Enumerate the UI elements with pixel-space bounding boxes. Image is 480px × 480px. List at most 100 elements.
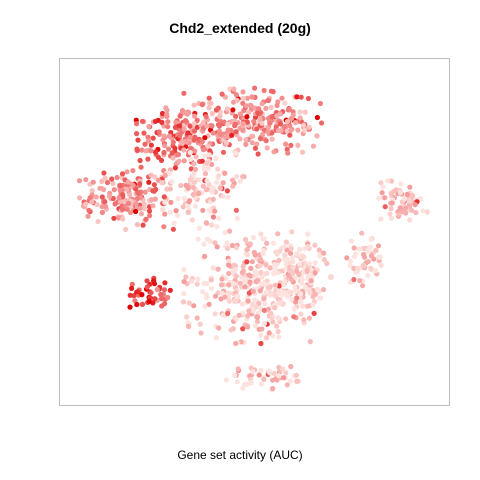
scatter-point <box>295 127 301 133</box>
scatter-point <box>219 91 225 97</box>
scatter-point <box>261 320 268 326</box>
scatter-point <box>373 247 379 253</box>
scatter-point <box>208 285 215 291</box>
scatter-point <box>142 141 148 147</box>
scatter-point <box>133 208 139 215</box>
scatter-point <box>161 224 167 230</box>
scatter-point <box>246 290 252 296</box>
scatter-point <box>389 191 395 197</box>
scatter-point <box>144 278 150 284</box>
scatter-point <box>282 243 288 249</box>
scatter-point <box>389 200 395 206</box>
scatter-point <box>200 207 206 213</box>
scatter-point <box>83 177 89 183</box>
scatter-point <box>293 299 299 305</box>
scatter-point <box>215 266 221 272</box>
scatter-point <box>112 201 118 207</box>
scatter-point <box>281 124 288 130</box>
scatter-point <box>310 302 316 308</box>
scatter-point <box>300 149 306 155</box>
plot-frame <box>59 58 450 406</box>
scatter-point <box>181 147 187 153</box>
scatter-point <box>124 169 130 175</box>
scatter-point <box>286 106 292 112</box>
scatter-point <box>220 180 226 186</box>
scatter-point <box>264 240 270 246</box>
scatter-point <box>206 152 212 158</box>
scatter-point <box>261 296 267 302</box>
scatter-point <box>165 119 171 125</box>
scatter-point <box>275 314 281 321</box>
scatter-point <box>275 231 281 237</box>
scatter-point <box>207 238 213 244</box>
scatter-point <box>258 231 264 237</box>
scatter-point <box>172 165 178 171</box>
scatter-point <box>256 300 262 306</box>
scatter-point <box>127 292 133 298</box>
scatter-point <box>230 107 236 113</box>
scatter-point <box>178 182 184 189</box>
scatter-point <box>307 288 313 294</box>
scatter-point <box>214 224 220 230</box>
scatter-point <box>222 294 228 300</box>
scatter-point <box>187 134 193 140</box>
scatter-point <box>312 270 318 276</box>
scatter-point <box>244 259 250 265</box>
scatter-point <box>204 220 210 226</box>
scatter-point <box>109 176 115 182</box>
scatter-point <box>111 215 117 221</box>
scatter-point <box>233 207 239 213</box>
scatter-point <box>199 158 205 164</box>
scatter-point <box>140 222 146 228</box>
scatter-point <box>99 178 105 184</box>
scatter-point <box>224 240 230 246</box>
scatter-point <box>239 270 245 276</box>
scatter-point <box>167 170 173 176</box>
scatter-point <box>162 143 168 149</box>
scatter-point <box>254 315 260 321</box>
scatter-point <box>133 186 139 192</box>
scatter-point <box>288 246 294 252</box>
scatter-point <box>194 124 200 130</box>
scatter-point <box>265 285 271 291</box>
scatter-point <box>161 133 167 139</box>
scatter-point <box>188 156 194 162</box>
scatter-point <box>90 179 96 185</box>
scatter-point <box>351 265 357 271</box>
scatter-point <box>276 283 282 289</box>
scatter-point <box>250 133 256 139</box>
scatter-point <box>263 138 269 144</box>
scatter-point <box>228 327 234 333</box>
scatter-point <box>134 146 140 152</box>
scatter-point <box>123 226 129 232</box>
scatter-point <box>420 208 426 214</box>
scatter-point <box>231 86 237 92</box>
scatter-point <box>245 324 251 330</box>
scatter-point <box>402 196 408 202</box>
scatter-point <box>139 118 146 124</box>
scatter-point <box>283 316 289 322</box>
scatter-point <box>125 179 131 185</box>
scatter-point <box>254 319 260 325</box>
scatter-point <box>138 164 144 170</box>
scatter-point <box>133 201 139 207</box>
scatter-point <box>166 133 172 139</box>
scatter-point <box>234 316 240 322</box>
scatter-point <box>169 150 175 156</box>
scatter-point <box>253 269 259 275</box>
scatter-point <box>175 152 181 158</box>
scatter-point <box>288 127 294 133</box>
scatter-point <box>294 94 300 100</box>
scatter-point <box>257 136 264 142</box>
scatter-point <box>200 183 206 189</box>
scatter-point <box>224 106 230 112</box>
scatter-point <box>357 278 363 284</box>
scatter-point <box>258 256 264 262</box>
scatter-point <box>134 121 140 127</box>
scatter-point <box>162 280 168 286</box>
scatter-point <box>312 242 318 248</box>
scatter-point <box>233 273 239 279</box>
scatter-point <box>224 140 230 146</box>
scatter-point <box>404 191 410 197</box>
